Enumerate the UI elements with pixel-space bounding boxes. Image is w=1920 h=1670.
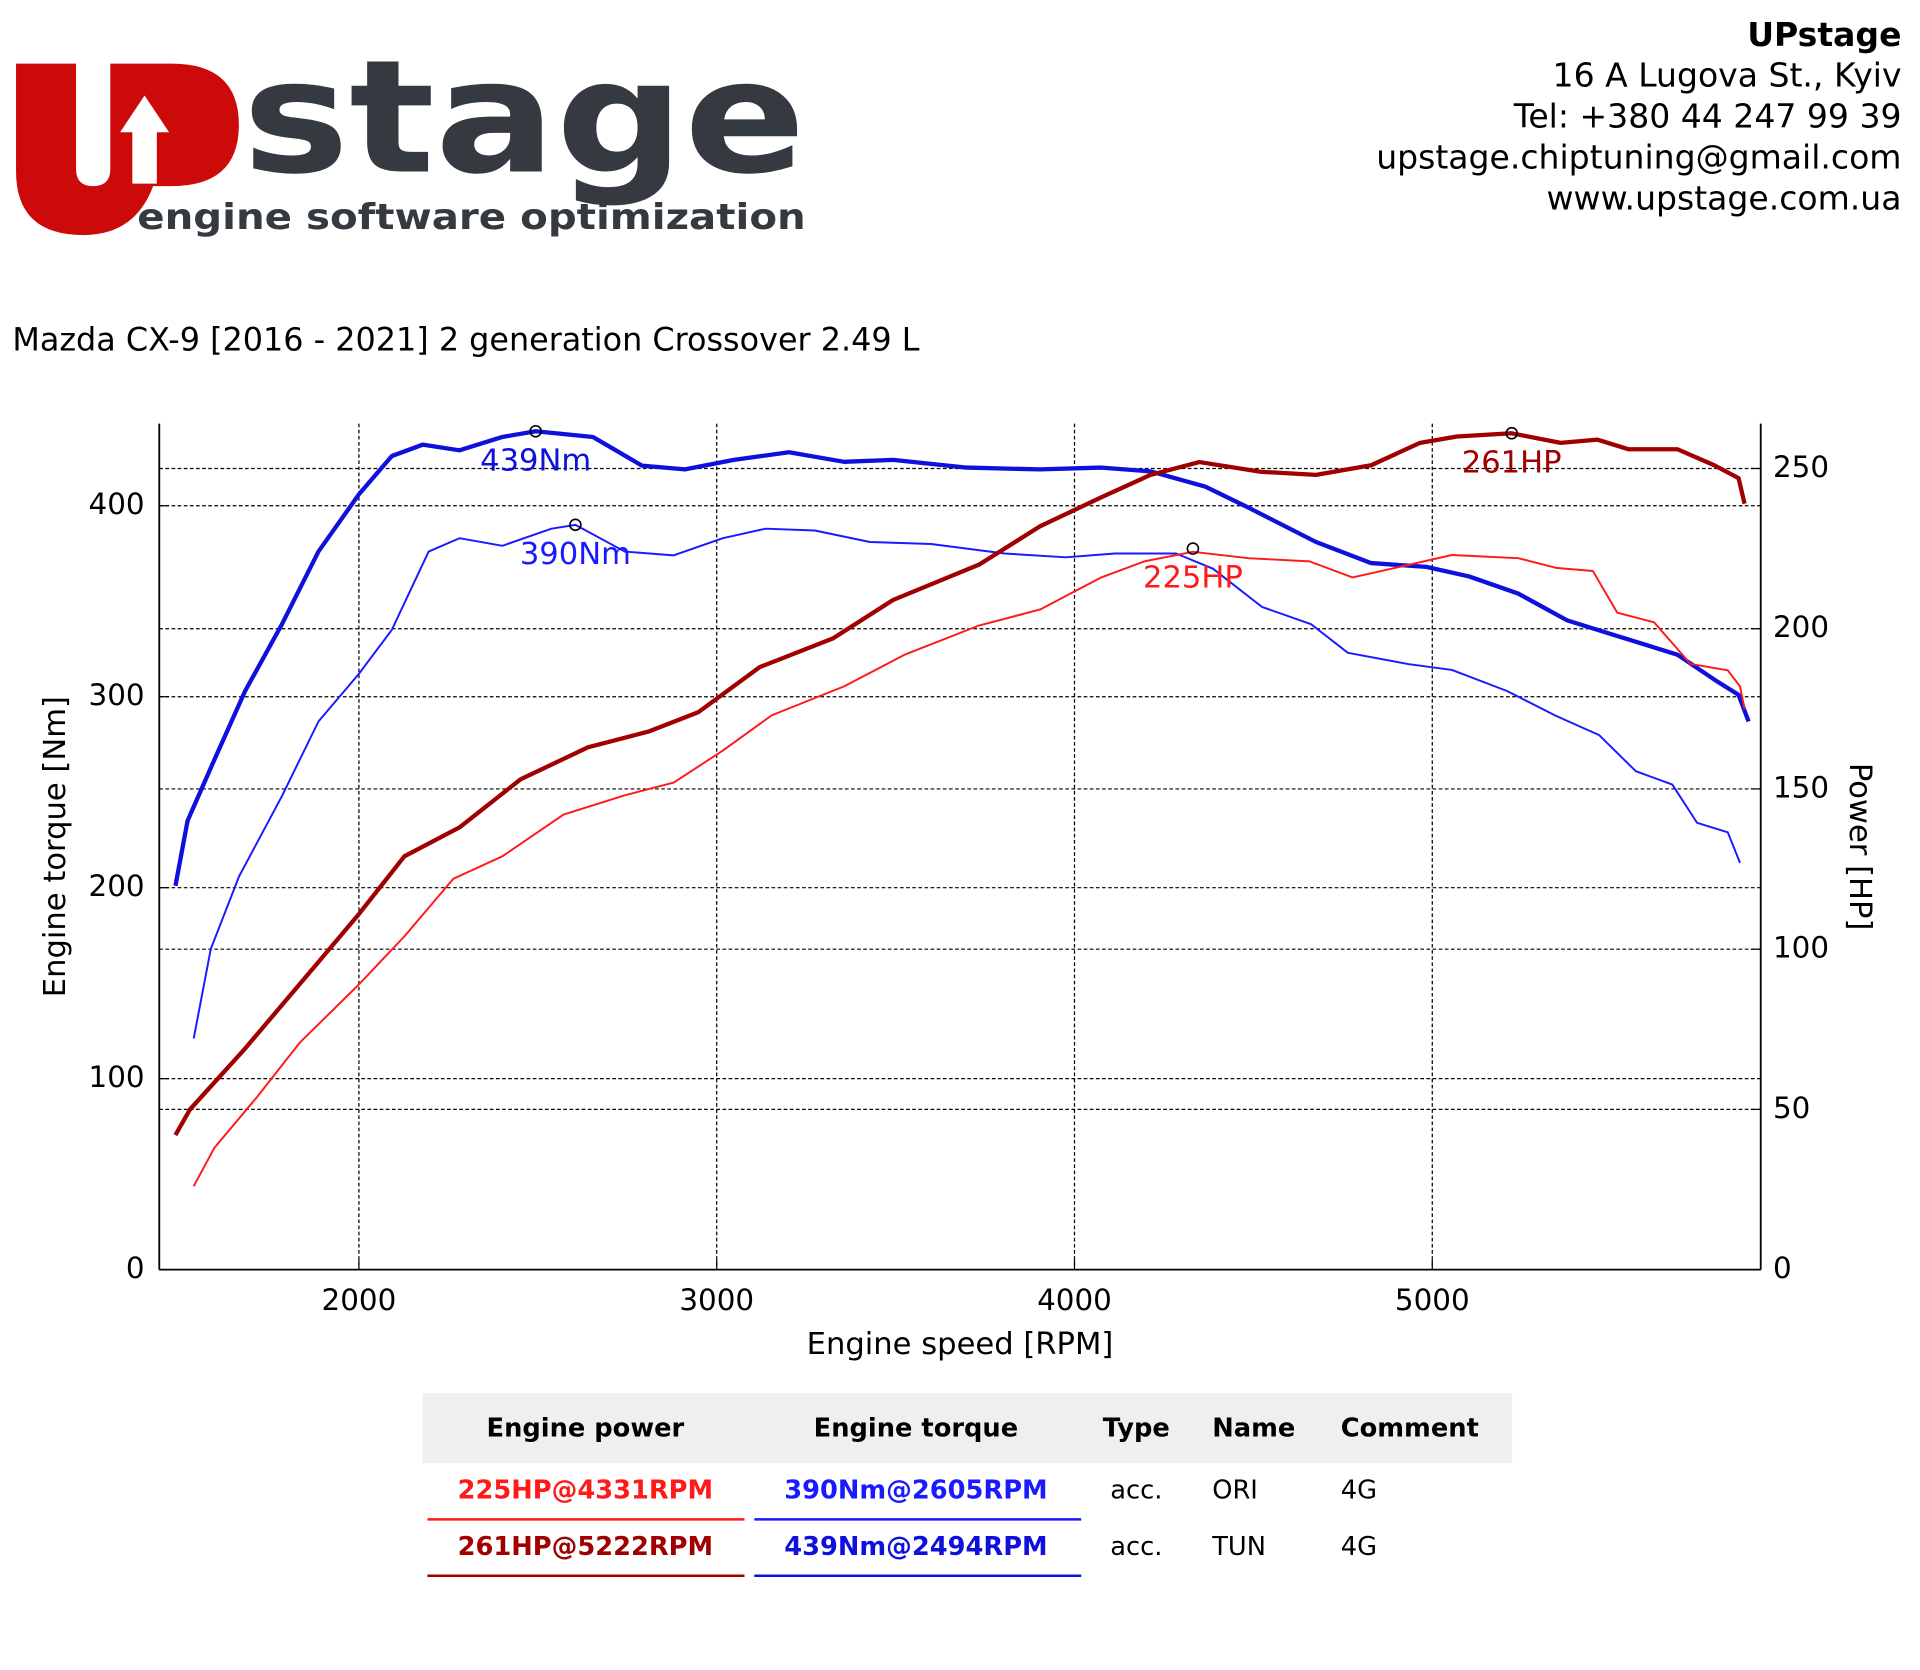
table-cell: acc. [1110, 1532, 1162, 1562]
y2-tick-label: 150 [1773, 770, 1829, 804]
x-tick-label: 3000 [679, 1283, 754, 1317]
table-header: Type [1103, 1413, 1170, 1443]
logo-arrow [120, 95, 170, 184]
logo-mark [16, 63, 239, 236]
table-cell: 439Nm@2494RPM [784, 1532, 1047, 1562]
table-header-bg [422, 1393, 1513, 1464]
peak-label: 390Nm [520, 537, 631, 572]
chart-title: Mazda CX-9 [2016 - 2021] 2 generation Cr… [12, 321, 919, 359]
peak-marker [1186, 542, 1200, 555]
table-cell: 390Nm@2605RPM [784, 1476, 1047, 1506]
x-tick-label: 4000 [1037, 1283, 1112, 1317]
table-header: Engine power [487, 1413, 685, 1443]
y2-tick-label: 0 [1773, 1251, 1792, 1285]
y2-tick-label: 250 [1773, 450, 1829, 484]
company-line: Tel: +380 44 247 99 39 [1513, 97, 1902, 136]
table-cell: acc. [1110, 1476, 1162, 1506]
series-line [192, 550, 1746, 1187]
company-line: 16 A Lugova St., Kyiv [1553, 56, 1902, 95]
y2-tick-label: 50 [1773, 1091, 1810, 1125]
table-header: Comment [1341, 1413, 1479, 1443]
series-line [192, 523, 1741, 1039]
table-header: Engine torque [814, 1413, 1019, 1443]
table-cell: TUN [1211, 1532, 1266, 1562]
y2-tick-label: 100 [1773, 931, 1829, 965]
logo-tagline: engine software optimization [137, 197, 805, 238]
table-header: Name [1212, 1413, 1295, 1443]
table-cell: 225HP@4331RPM [458, 1476, 713, 1506]
peak-label: 225HP [1143, 561, 1243, 596]
company-line: upstage.chiptuning@gmail.com [1376, 138, 1901, 177]
x-tick-label: 5000 [1395, 1283, 1470, 1317]
company-line: www.upstage.com.ua [1547, 179, 1902, 218]
series-line [173, 429, 1751, 887]
peak-label: 261HP [1462, 445, 1562, 480]
plot: 2000 3000 4000 5000010020030040005010015020… [38, 423, 1877, 1362]
y2-tick-label: 200 [1773, 610, 1829, 644]
y-axis-label: Engine torque [Nm] [38, 696, 73, 997]
y-tick-label: 300 [89, 678, 145, 712]
x-axis-label: Engine speed [RPM] [807, 1327, 1114, 1362]
table-cell: 4G [1341, 1476, 1377, 1506]
logo-word: stage [243, 27, 806, 209]
y2-axis-label: Power [HP] [1842, 763, 1877, 931]
company-name: UPstage [1747, 15, 1901, 54]
y-tick-label: 100 [89, 1060, 145, 1094]
y-tick-label: 200 [89, 869, 145, 903]
y-tick-label: 0 [126, 1251, 145, 1285]
peak-marker [529, 424, 542, 438]
table-cell: ORI [1212, 1476, 1258, 1506]
x-tick-label: 2000 [322, 1283, 397, 1317]
results-table: Engine power Engine torque Type Name Comment… [422, 1393, 1513, 1577]
peak-marker [569, 518, 582, 532]
logo: stage engine software optimization [16, 27, 806, 238]
peak-label: 439Nm [480, 443, 591, 478]
table-cell: 4G [1341, 1532, 1377, 1562]
table-cell: 261HP@5222RPM [458, 1532, 713, 1562]
series-line [173, 431, 1747, 1137]
peak-marker [1505, 426, 1519, 440]
y-tick-label: 400 [89, 487, 145, 521]
